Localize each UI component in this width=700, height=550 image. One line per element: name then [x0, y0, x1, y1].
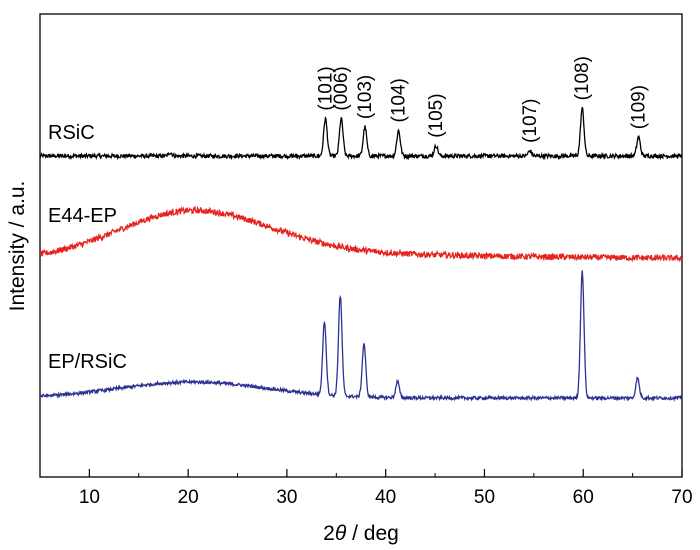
x-tick-label: 50 — [474, 487, 495, 508]
peak-label: (104) — [389, 78, 410, 122]
series-labels: RSiC E44-EP EP/RSiC — [48, 122, 127, 373]
series-line-3 — [39, 270, 683, 402]
x-axis-title: 2θ / deg — [323, 522, 399, 545]
x-axis-ticks: 10 20 30 40 50 60 70 — [39, 469, 693, 508]
x-axis-title-suffix: / deg — [346, 522, 399, 545]
x-tick-label: 40 — [375, 487, 396, 508]
series-label-1: RSiC — [48, 122, 95, 144]
series-label-3: EP/RSiC — [48, 351, 127, 373]
y-axis-title: Intensity / a.u. — [6, 181, 29, 312]
x-tick-label: 30 — [276, 487, 297, 508]
peak-label: (109) — [629, 85, 650, 129]
x-tick-label: 60 — [573, 487, 594, 508]
x-tick-label: 70 — [671, 487, 692, 508]
peak-label: (101) — [315, 66, 336, 110]
peak-labels: (101)(006) (103) (104) (105) (107) (108) (109) — [315, 56, 649, 143]
series-label-2: E44-EP — [48, 205, 117, 227]
series-layer — [39, 106, 683, 402]
peak-label: (108) — [572, 56, 593, 100]
x-tick-label: 20 — [178, 487, 199, 508]
plot-frame — [39, 13, 683, 478]
series-line-1 — [39, 106, 683, 161]
x-tick-label: 10 — [79, 487, 100, 508]
peak-label: (105) — [426, 93, 447, 137]
peak-label: (006) — [331, 66, 352, 110]
peak-label: (107) — [520, 99, 541, 143]
x-axis-title-theta: θ — [335, 522, 347, 545]
series-line-2 — [39, 205, 683, 263]
x-axis-title-prefix: 2 — [323, 522, 335, 545]
peak-label: (103) — [355, 75, 376, 119]
